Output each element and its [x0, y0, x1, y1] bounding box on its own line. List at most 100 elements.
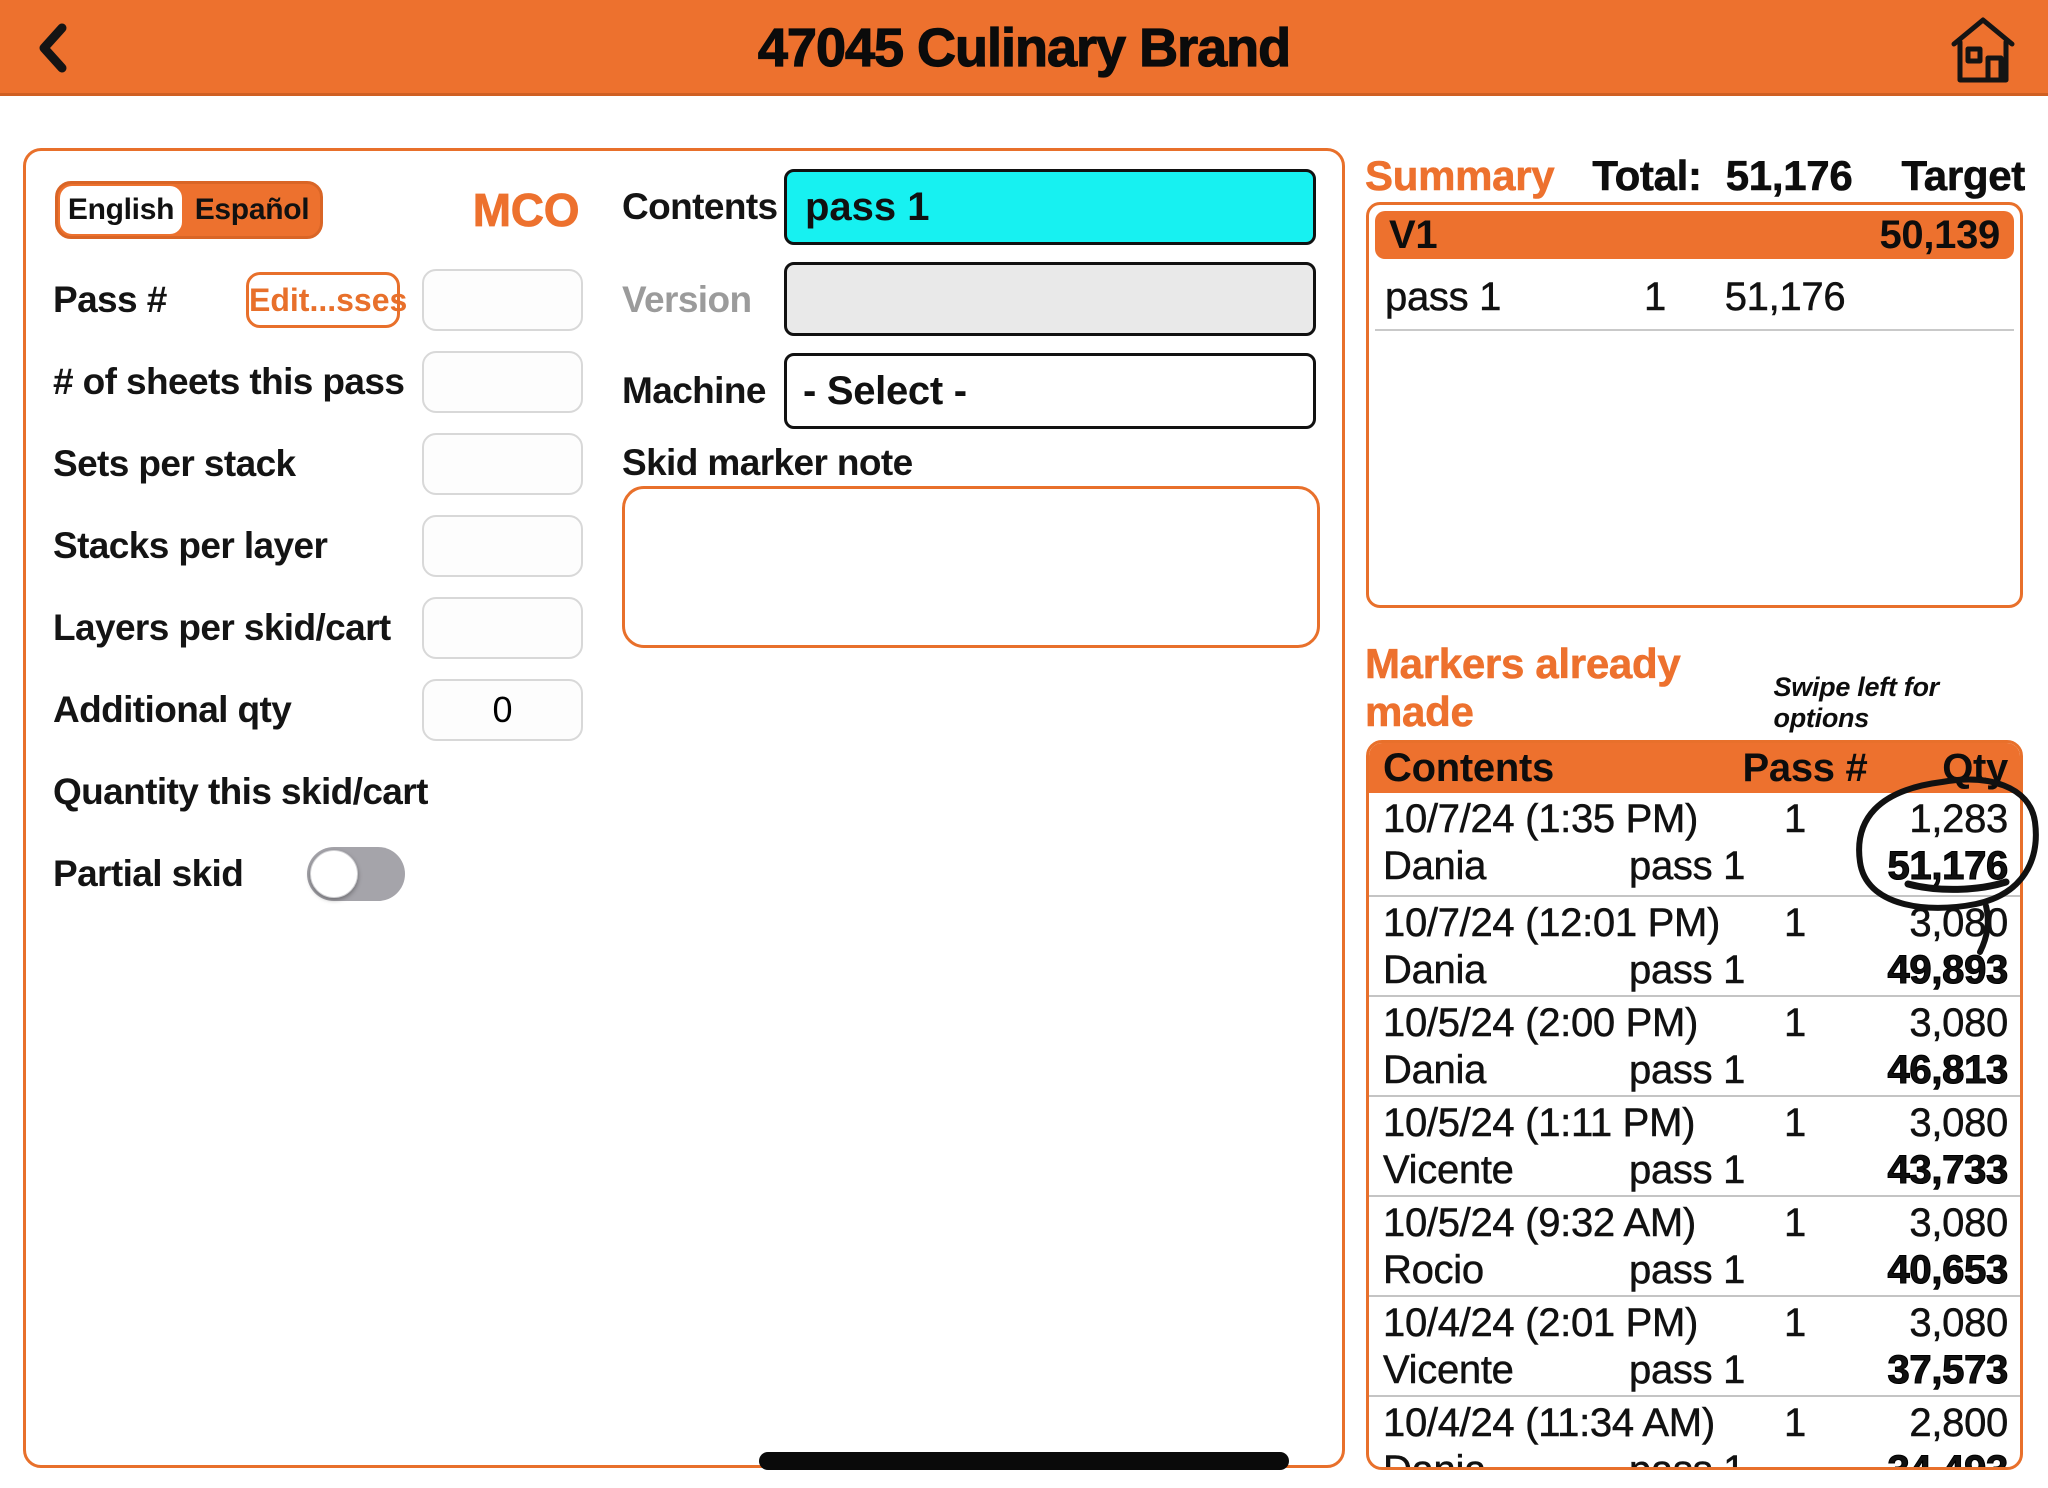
marker-row-line1: 10/7/24 (12:01 PM) 1 3,080 [1369, 899, 2020, 947]
swipe-hint: Swipe left for options [1773, 672, 1940, 733]
home-indicator[interactable] [759, 1452, 1289, 1470]
marker-contents: pass 1 [1629, 1347, 1746, 1392]
edit-passes-button[interactable]: Edit...sses [246, 272, 407, 328]
sheets-this-pass-label: # of sheets this pass [53, 361, 405, 402]
machine-select[interactable]: - Select - [784, 353, 1316, 429]
sheets-this-pass-input[interactable] [422, 351, 583, 413]
summary-title: Summary [1365, 152, 1555, 200]
marker-row-line2: Dania pass 1 51,176 [1369, 843, 2020, 889]
markers-table: Contents Pass # Qty 10/7/24 (1:35 PM) 1 … [1366, 740, 2023, 1470]
summary-version-target: 50,139 [1879, 212, 2000, 257]
machine-label: Machine [622, 370, 766, 411]
marker-pass-number: 1 [1784, 796, 1807, 841]
marker-running-total: 40,653 [1887, 1247, 2009, 1292]
partial-skid-toggle[interactable] [307, 847, 405, 901]
sets-per-stack-input[interactable] [422, 433, 583, 495]
summary-version-name: V1 [1389, 212, 1438, 257]
marker-qty: 3,080 [1909, 1200, 2008, 1245]
page-title: 47045 Culinary Brand [757, 17, 1291, 78]
summary-total-label: Total: [1592, 152, 1702, 200]
marker-pass-number: 1 [1784, 1400, 1807, 1445]
marker-operator-name: Rocio [1383, 1247, 1485, 1292]
layers-per-skid-label: Layers per skid/cart [53, 607, 391, 648]
language-option-english[interactable]: English [60, 186, 182, 234]
marker-row[interactable]: 10/5/24 (1:11 PM) 1 3,080 Vicente pass 1… [1369, 1095, 2020, 1195]
language-option-spanish[interactable]: Español [194, 193, 310, 226]
pass-number-input[interactable] [422, 269, 583, 331]
version-label: Version [622, 279, 752, 320]
marker-date: 10/4/24 (2:01 PM) [1383, 1300, 1699, 1345]
marker-contents: pass 1 [1629, 947, 1746, 992]
marker-running-total: 43,733 [1887, 1147, 2009, 1192]
marker-row-line2: Rocio pass 1 40,653 [1369, 1247, 2020, 1293]
marker-contents: pass 1 [1629, 1247, 1746, 1292]
marker-pass-number: 1 [1784, 900, 1807, 945]
sets-per-stack-label: Sets per stack [53, 443, 296, 484]
marker-row-line1: 10/5/24 (1:11 PM) 1 3,080 [1369, 1099, 2020, 1147]
marker-row[interactable]: 10/5/24 (9:32 AM) 1 3,080 Rocio pass 1 4… [1369, 1195, 2020, 1295]
contents-input[interactable] [784, 169, 1316, 245]
summary-row[interactable]: pass 1 1 51,176 [1375, 265, 2014, 331]
contents-label: Contents [622, 186, 778, 227]
marker-row[interactable]: 10/7/24 (1:35 PM) 1 1,283 Dania pass 1 5… [1369, 795, 2020, 895]
summary-row-contents: pass 1 [1385, 274, 1502, 319]
pass-number-label: Pass # [53, 279, 167, 320]
marker-row[interactable]: 10/5/24 (2:00 PM) 1 3,080 Dania pass 1 4… [1369, 995, 2020, 1095]
markers-table-header: Contents Pass # Qty [1369, 743, 2020, 793]
marker-qty: 3,080 [1909, 1300, 2008, 1345]
stacks-per-layer-input[interactable] [422, 515, 583, 577]
marker-date: 10/4/24 (11:34 AM) [1383, 1400, 1716, 1445]
markers-heading: Markers already made Swipe left for opti… [1365, 640, 2025, 736]
top-navigation-bar: 47045 Culinary Brand [0, 0, 2048, 96]
marker-contents: pass 1 [1629, 843, 1746, 888]
additional-qty-input[interactable] [422, 679, 583, 741]
markers-table-body: 10/7/24 (1:35 PM) 1 1,283 Dania pass 1 5… [1369, 795, 2020, 1470]
layers-per-skid-input[interactable] [422, 597, 583, 659]
summary-version-row[interactable]: V1 50,139 [1375, 211, 2014, 259]
marker-running-total: 46,813 [1887, 1047, 2009, 1092]
mco-label: MCO [472, 184, 580, 237]
back-button[interactable] [26, 20, 82, 76]
toggle-knob [310, 850, 358, 898]
quantity-this-skid-label: Quantity this skid/cart [53, 771, 428, 812]
marker-running-total: 34,493 [1887, 1447, 2009, 1470]
marker-operator-name: Vicente [1383, 1347, 1514, 1392]
version-input[interactable] [784, 262, 1316, 336]
markers-title: Markers already made [1365, 640, 1681, 736]
language-toggle[interactable]: English Español [55, 181, 323, 239]
marker-row-line1: 10/5/24 (2:00 PM) 1 3,080 [1369, 999, 2020, 1047]
partial-skid-label: Partial skid [53, 853, 244, 894]
summary-target-label: Target [1901, 152, 2025, 200]
skid-marker-note-input[interactable] [622, 486, 1320, 648]
marker-form-panel: English Español MCO Contents Pass # Edit… [23, 148, 1345, 1468]
marker-running-total: 37,573 [1887, 1347, 2009, 1392]
summary-row-pass: 1 [1644, 274, 1667, 319]
marker-row-line2: Dania pass 1 46,813 [1369, 1047, 2020, 1093]
summary-total-value: 51,176 [1725, 152, 1853, 200]
marker-qty: 3,080 [1909, 1100, 2008, 1145]
home-button[interactable] [1944, 10, 2022, 90]
skid-marker-note-label: Skid marker note [622, 442, 913, 483]
column-header-qty: Qty [1942, 745, 2008, 790]
marker-row[interactable]: 10/7/24 (12:01 PM) 1 3,080 Dania pass 1 … [1369, 895, 2020, 995]
additional-qty-label: Additional qty [53, 689, 292, 730]
marker-date: 10/7/24 (12:01 PM) [1383, 900, 1721, 945]
marker-pass-number: 1 [1784, 1000, 1807, 1045]
marker-row-line2: Vicente pass 1 43,733 [1369, 1147, 2020, 1193]
marker-pass-number: 1 [1784, 1200, 1807, 1245]
marker-row[interactable]: 10/4/24 (2:01 PM) 1 3,080 Vicente pass 1… [1369, 1295, 2020, 1395]
marker-qty: 2,800 [1909, 1400, 2008, 1445]
marker-row-line2: Vicente pass 1 37,573 [1369, 1347, 2020, 1393]
marker-row-line1: 10/5/24 (9:32 AM) 1 3,080 [1369, 1199, 2020, 1247]
summary-row-qty: 51,176 [1724, 274, 1846, 319]
marker-contents: pass 1 [1629, 1047, 1746, 1092]
marker-date: 10/5/24 (2:00 PM) [1383, 1000, 1699, 1045]
marker-date: 10/5/24 (9:32 AM) [1383, 1200, 1697, 1245]
marker-row[interactable]: 10/4/24 (11:34 AM) 1 2,800 Dania pass 1 … [1369, 1395, 2020, 1470]
marker-running-total: 49,893 [1887, 947, 2009, 992]
marker-operator-name: Dania [1383, 843, 1487, 888]
marker-row-line1: 10/4/24 (11:34 AM) 1 2,800 [1369, 1399, 2020, 1447]
column-header-contents: Contents [1383, 745, 1554, 790]
marker-contents: pass 1 [1629, 1147, 1746, 1192]
chevron-left-icon [39, 23, 67, 73]
